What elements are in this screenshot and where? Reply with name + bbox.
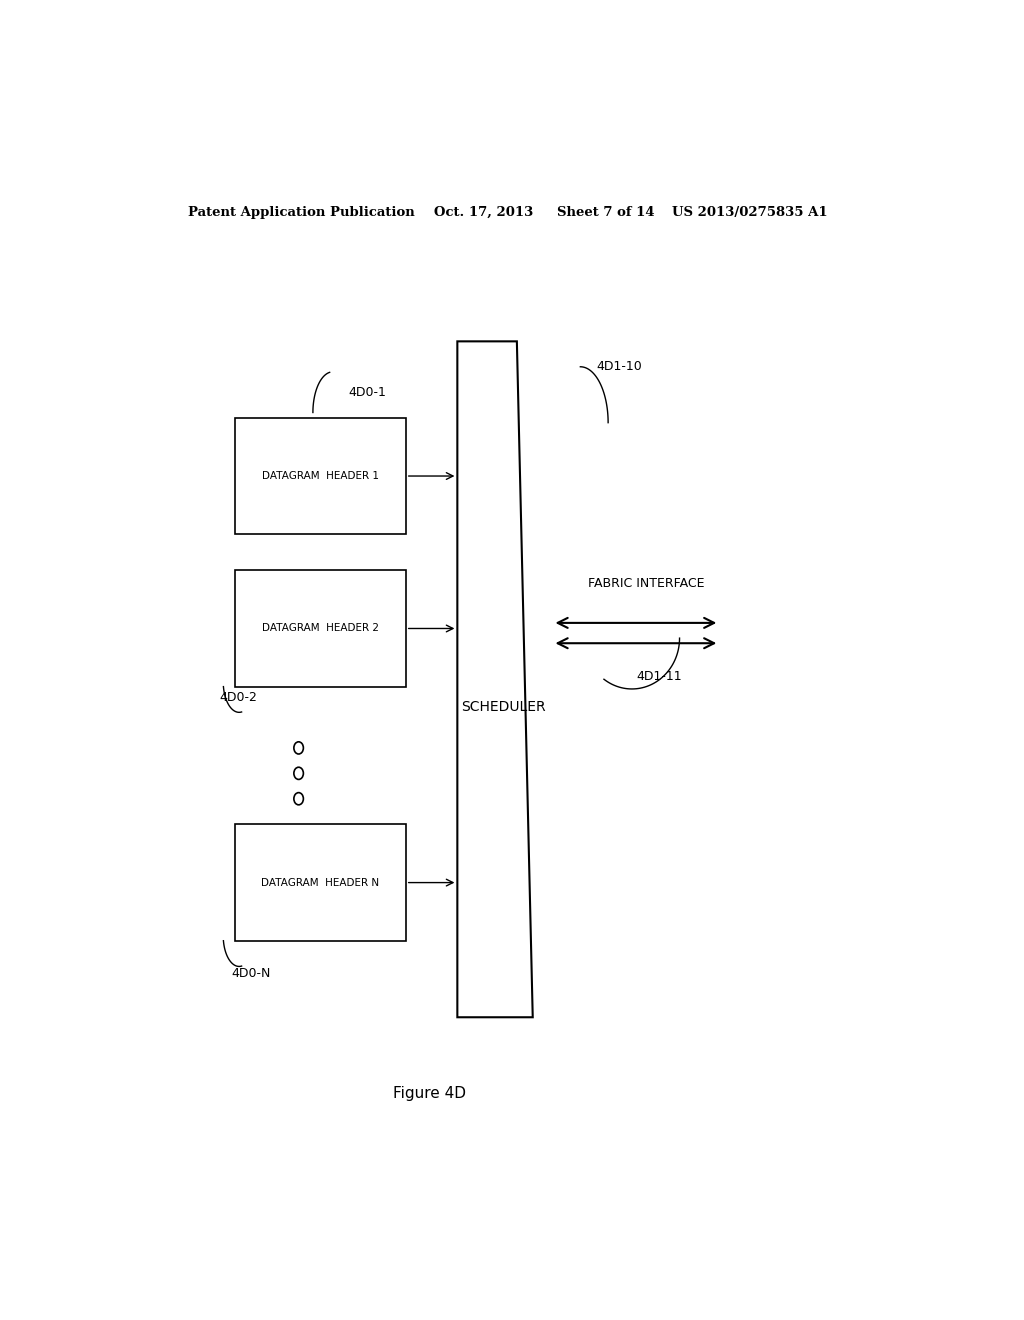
Text: 4D0-2: 4D0-2 (219, 690, 257, 704)
Bar (236, 824, 406, 941)
Text: Oct. 17, 2013: Oct. 17, 2013 (433, 206, 532, 219)
Text: US 2013/0275835 A1: US 2013/0275835 A1 (672, 206, 827, 219)
Bar (236, 417, 406, 535)
Text: SCHEDULER: SCHEDULER (461, 700, 546, 714)
Text: DATAGRAM  HEADER N: DATAGRAM HEADER N (261, 878, 380, 887)
Text: 4D1-11: 4D1-11 (636, 671, 682, 684)
Text: 4D1-10: 4D1-10 (596, 360, 642, 374)
Polygon shape (458, 342, 532, 1018)
Text: FABRIC INTERFACE: FABRIC INTERFACE (588, 577, 705, 590)
Text: Figure 4D: Figure 4D (393, 1086, 466, 1101)
Text: DATAGRAM  HEADER 2: DATAGRAM HEADER 2 (262, 623, 379, 634)
Text: 4D0-1: 4D0-1 (348, 385, 386, 399)
Text: Sheet 7 of 14: Sheet 7 of 14 (557, 206, 654, 219)
Bar (236, 570, 406, 686)
Text: Patent Application Publication: Patent Application Publication (187, 206, 415, 219)
Text: 4D0-N: 4D0-N (231, 968, 270, 979)
Text: DATAGRAM  HEADER 1: DATAGRAM HEADER 1 (262, 471, 379, 480)
